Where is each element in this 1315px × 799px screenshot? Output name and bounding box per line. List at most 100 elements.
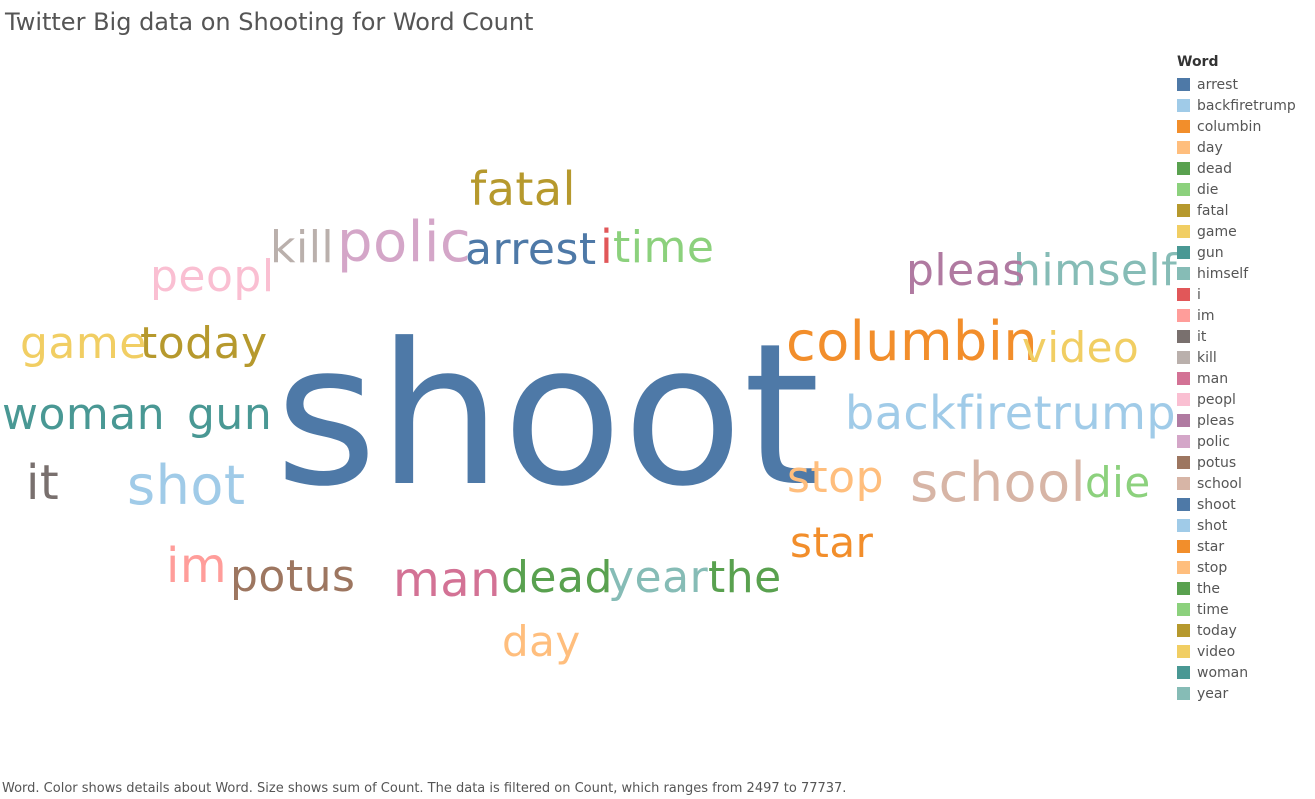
legend-item-backfiretrump[interactable]: backfiretrump bbox=[1177, 95, 1312, 116]
legend-item-stop[interactable]: stop bbox=[1177, 557, 1312, 578]
legend-label: kill bbox=[1197, 349, 1217, 366]
word-game[interactable]: game bbox=[20, 318, 147, 369]
legend-swatch bbox=[1177, 582, 1190, 595]
legend-label: potus bbox=[1197, 454, 1237, 471]
legend-item-shot[interactable]: shot bbox=[1177, 515, 1312, 536]
word-time[interactable]: time bbox=[613, 222, 715, 273]
legend-swatch bbox=[1177, 624, 1190, 637]
word-day[interactable]: day bbox=[502, 617, 581, 666]
legend-item-columbin[interactable]: columbin bbox=[1177, 116, 1312, 137]
word-gun[interactable]: gun bbox=[187, 389, 273, 440]
legend-item-man[interactable]: man bbox=[1177, 368, 1312, 389]
legend-label: im bbox=[1197, 307, 1215, 324]
legend-swatch bbox=[1177, 288, 1190, 301]
legend-item-die[interactable]: die bbox=[1177, 179, 1312, 200]
word-i[interactable]: i bbox=[600, 220, 614, 274]
word-kill[interactable]: kill bbox=[270, 222, 335, 273]
legend-item-polic[interactable]: polic bbox=[1177, 431, 1312, 452]
legend-swatch bbox=[1177, 372, 1190, 385]
legend-item-time[interactable]: time bbox=[1177, 599, 1312, 620]
word-himself[interactable]: himself bbox=[1013, 245, 1178, 296]
legend-item-kill[interactable]: kill bbox=[1177, 347, 1312, 368]
legend-label: the bbox=[1197, 580, 1220, 597]
word-im[interactable]: im bbox=[166, 538, 228, 594]
legend-item-fatal[interactable]: fatal bbox=[1177, 200, 1312, 221]
legend-label: arrest bbox=[1197, 76, 1238, 93]
word-it[interactable]: it bbox=[26, 455, 60, 511]
legend-swatch bbox=[1177, 687, 1190, 700]
legend-label: fatal bbox=[1197, 202, 1229, 219]
legend-item-gun[interactable]: gun bbox=[1177, 242, 1312, 263]
legend-item-school[interactable]: school bbox=[1177, 473, 1312, 494]
legend-item-year[interactable]: year bbox=[1177, 683, 1312, 704]
word-year[interactable]: year bbox=[608, 552, 709, 603]
word-polic[interactable]: polic bbox=[337, 210, 472, 275]
legend-item-game[interactable]: game bbox=[1177, 221, 1312, 242]
word-pleas[interactable]: pleas bbox=[906, 245, 1026, 296]
legend-swatch bbox=[1177, 645, 1190, 658]
word-arrest[interactable]: arrest bbox=[465, 224, 597, 275]
legend-item-potus[interactable]: potus bbox=[1177, 452, 1312, 473]
legend-swatch bbox=[1177, 456, 1190, 469]
word-columbin[interactable]: columbin bbox=[786, 310, 1039, 373]
word-today[interactable]: today bbox=[140, 318, 268, 369]
legend-item-woman[interactable]: woman bbox=[1177, 662, 1312, 683]
legend-label: pleas bbox=[1197, 412, 1235, 429]
word-peopl[interactable]: peopl bbox=[150, 251, 275, 302]
legend-item-video[interactable]: video bbox=[1177, 641, 1312, 662]
legend-label: die bbox=[1197, 181, 1219, 198]
word-die[interactable]: die bbox=[1085, 458, 1151, 507]
legend-item-today[interactable]: today bbox=[1177, 620, 1312, 641]
legend-swatch bbox=[1177, 120, 1190, 133]
word-dead[interactable]: dead bbox=[501, 552, 613, 603]
legend-swatch bbox=[1177, 78, 1190, 91]
word-man[interactable]: man bbox=[393, 552, 502, 608]
legend-label: i bbox=[1197, 286, 1201, 303]
word-potus[interactable]: potus bbox=[230, 551, 356, 602]
word-woman[interactable]: woman bbox=[2, 389, 166, 440]
legend-swatch bbox=[1177, 225, 1190, 238]
legend-item-dead[interactable]: dead bbox=[1177, 158, 1312, 179]
legend-swatch bbox=[1177, 183, 1190, 196]
legend-label: shoot bbox=[1197, 496, 1236, 513]
word-fatal[interactable]: fatal bbox=[470, 162, 576, 216]
word-backfiretrump[interactable]: backfiretrump bbox=[845, 386, 1177, 440]
legend-label: backfiretrump bbox=[1197, 97, 1296, 114]
legend-item-pleas[interactable]: pleas bbox=[1177, 410, 1312, 431]
legend-item-arrest[interactable]: arrest bbox=[1177, 74, 1312, 95]
word-video[interactable]: video bbox=[1022, 323, 1140, 372]
legend-label: columbin bbox=[1197, 118, 1262, 135]
legend-item-day[interactable]: day bbox=[1177, 137, 1312, 158]
word-shot[interactable]: shot bbox=[127, 454, 246, 517]
legend-swatch bbox=[1177, 330, 1190, 343]
legend-label: polic bbox=[1197, 433, 1230, 450]
word-stop[interactable]: stop bbox=[787, 452, 885, 503]
word-school[interactable]: school bbox=[910, 451, 1087, 514]
legend-item-star[interactable]: star bbox=[1177, 536, 1312, 557]
legend-item-it[interactable]: it bbox=[1177, 326, 1312, 347]
legend-item-himself[interactable]: himself bbox=[1177, 263, 1312, 284]
legend-item-im[interactable]: im bbox=[1177, 305, 1312, 326]
legend-label: shot bbox=[1197, 517, 1228, 534]
legend-swatch bbox=[1177, 351, 1190, 364]
chart-title: Twitter Big data on Shooting for Word Co… bbox=[5, 8, 534, 36]
legend-label: time bbox=[1197, 601, 1229, 618]
word-the[interactable]: the bbox=[708, 552, 782, 603]
legend-item-shoot[interactable]: shoot bbox=[1177, 494, 1312, 515]
word-shoot[interactable]: shoot bbox=[275, 302, 821, 530]
legend-label: today bbox=[1197, 622, 1237, 639]
legend-label: game bbox=[1197, 223, 1237, 240]
legend-label: school bbox=[1197, 475, 1242, 492]
word-star[interactable]: star bbox=[790, 518, 874, 567]
legend-label: stop bbox=[1197, 559, 1228, 576]
legend-label: peopl bbox=[1197, 391, 1236, 408]
legend-label: man bbox=[1197, 370, 1229, 387]
legend-swatch bbox=[1177, 309, 1190, 322]
legend-item-i[interactable]: i bbox=[1177, 284, 1312, 305]
legend-item-the[interactable]: the bbox=[1177, 578, 1312, 599]
legend-item-peopl[interactable]: peopl bbox=[1177, 389, 1312, 410]
legend-swatch bbox=[1177, 519, 1190, 532]
legend-label: star bbox=[1197, 538, 1225, 555]
legend-swatch bbox=[1177, 540, 1190, 553]
legend-label: woman bbox=[1197, 664, 1249, 681]
